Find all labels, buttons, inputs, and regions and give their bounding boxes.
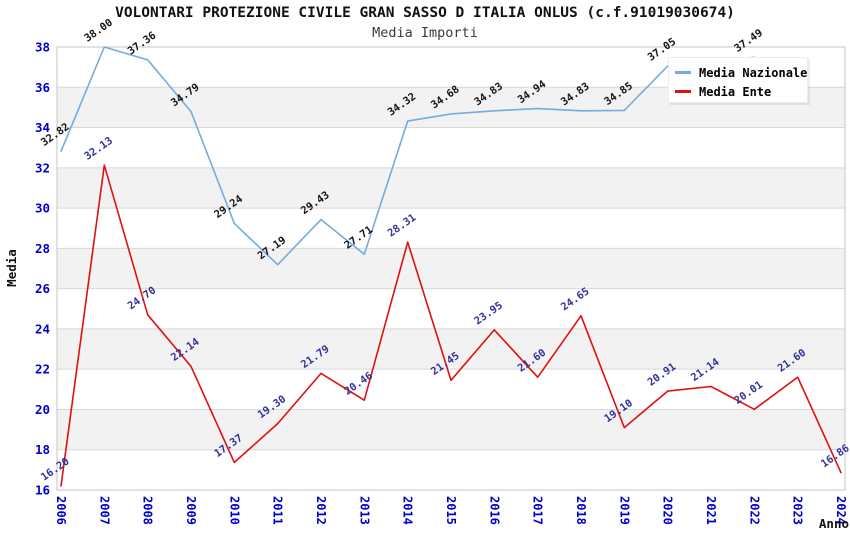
point-label-media-ente: 24.65	[559, 285, 592, 313]
legend-swatch-media-ente-icon	[675, 90, 691, 93]
x-tick-label: 2016	[487, 496, 501, 525]
x-tick-label: 2018	[574, 496, 588, 525]
y-tick-label: 30	[35, 201, 50, 216]
x-tick-label: 2007	[97, 496, 111, 525]
y-tick-label: 32	[35, 160, 50, 175]
x-tick-label: 2017	[531, 496, 545, 525]
point-label-media-nazionale: 37.36	[126, 29, 159, 57]
legend-label: Media Ente	[699, 84, 772, 99]
x-tick-label: 2013	[357, 496, 371, 525]
legend-item-media-ente: Media Ente	[675, 82, 807, 101]
x-tick-label: 2021	[704, 496, 718, 525]
x-tick-label: 2020	[661, 496, 675, 525]
legend-item-media-nazionale: Media Nazionale	[675, 63, 807, 82]
y-tick-label: 18	[35, 442, 50, 457]
point-label-media-nazionale: 37.49	[732, 27, 765, 55]
x-tick-label: 2023	[791, 496, 805, 525]
point-label-media-ente: 32.13	[82, 135, 115, 163]
plot-band	[57, 409, 845, 450]
chart-subtitle: Media Importi	[372, 25, 478, 41]
y-tick-label: 16	[35, 483, 50, 498]
x-tick-label: 2012	[314, 496, 328, 525]
x-tick-label: 2024	[834, 496, 848, 525]
legend: Media Nazionale Media Ente	[668, 57, 808, 103]
point-label-media-nazionale: 38.00	[82, 17, 115, 45]
point-label-media-ente: 20.46	[342, 370, 375, 398]
x-tick-label: 2022	[747, 496, 761, 525]
x-tick-label: 2008	[141, 496, 155, 525]
x-tick-label: 2015	[444, 496, 458, 525]
point-label-media-ente: 20.01	[732, 379, 765, 407]
plot-band	[57, 248, 845, 289]
point-label-media-ente: 28.31	[386, 212, 419, 240]
x-tick-label: 2006	[54, 496, 68, 525]
y-tick-label: 22	[35, 362, 50, 377]
series-line-media-nazionale	[60, 46, 756, 266]
y-tick-label: 36	[35, 80, 50, 95]
y-tick-label: 20	[35, 402, 50, 417]
y-tick-label: 38	[35, 40, 50, 55]
y-axis-title: Media	[4, 249, 19, 287]
series-line-media-ente	[60, 164, 842, 487]
plot-border	[56, 46, 846, 491]
x-tick-label: 2019	[617, 496, 631, 525]
x-tick-label: 2014	[401, 496, 415, 525]
x-tick-label: 2011	[271, 496, 285, 525]
plot-band	[57, 167, 845, 209]
chart-title: VOLONTARI PROTEZIONE CIVILE GRAN SASSO D…	[115, 5, 735, 21]
y-tick-label: 28	[35, 241, 50, 256]
y-tick-label: 26	[35, 281, 50, 296]
x-tick-label: 2009	[184, 496, 198, 525]
point-label-media-ente: 16.20	[39, 456, 72, 484]
legend-label: Media Nazionale	[699, 65, 808, 80]
x-tick-label: 2010	[227, 496, 241, 525]
y-tick-label: 24	[35, 321, 50, 336]
point-label-media-ente: 23.95	[472, 299, 505, 327]
x-axis-title: Anno	[819, 516, 849, 531]
y-tick-label: 34	[35, 120, 50, 135]
legend-swatch-media-nazionale-icon	[675, 71, 691, 74]
